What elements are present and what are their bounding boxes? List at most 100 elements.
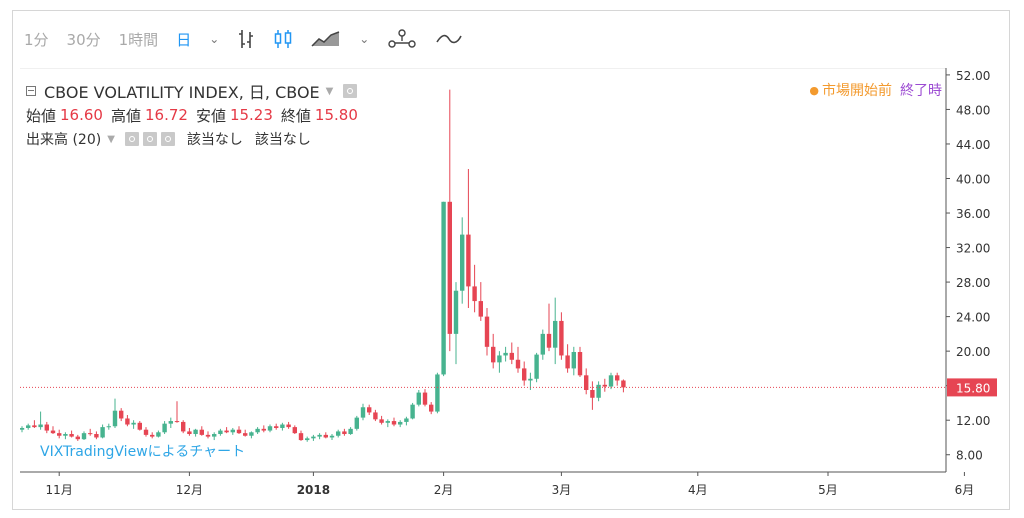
candle-body [32, 425, 37, 428]
candle-body [385, 421, 390, 423]
tradingview-watermark[interactable]: VIXTradingViewによるチャート [40, 444, 246, 460]
candle-body [553, 320, 558, 348]
interval-day-button[interactable]: 日 [176, 30, 192, 49]
candle-body [466, 234, 471, 287]
candle-body [106, 426, 111, 428]
candle-body [94, 434, 99, 438]
candle-body [348, 428, 353, 435]
candle-body [367, 407, 372, 413]
interval-1min-button[interactable]: 1分 [24, 30, 49, 49]
caret-down-icon[interactable]: ▼ [325, 85, 334, 97]
candle-body [137, 422, 142, 430]
candle-body [354, 417, 359, 429]
candle-body [119, 410, 124, 419]
candle-body [398, 421, 403, 425]
caret-down-icon[interactable]: ▼ [107, 133, 115, 145]
close-icon[interactable] [160, 132, 175, 146]
candlestick-chart[interactable]: 8.0012.0016.0020.0024.0028.0032.0036.004… [20, 68, 998, 504]
candle-body [534, 354, 539, 379]
candle-body [193, 429, 198, 435]
candle-body [230, 429, 235, 433]
candle-body [267, 426, 273, 431]
candle-body [100, 427, 105, 438]
candle-body [515, 359, 521, 369]
y-tick-label: 20.00 [956, 345, 990, 359]
chart-toolbar: 1分 30分 1時間 日 ⌄ ⌄ [24, 24, 481, 54]
candle-body [329, 435, 335, 438]
close-value: 15.80 [314, 106, 358, 124]
candle-body [156, 432, 161, 437]
candle-body [571, 352, 576, 369]
candle-body [218, 430, 223, 435]
candle-body [621, 380, 626, 388]
candle-body [286, 424, 291, 428]
y-tick-label: 36.00 [956, 207, 990, 221]
chart-frame [12, 10, 1010, 510]
y-tick-label: 44.00 [956, 138, 990, 152]
candle-body [323, 434, 328, 438]
candle-body [150, 434, 155, 437]
bar-chart-icon[interactable] [237, 28, 255, 50]
candle-body [497, 355, 502, 363]
area-chart-icon[interactable] [311, 29, 341, 49]
line-compare-icon[interactable] [435, 30, 463, 48]
candle-body [559, 320, 564, 356]
interval-1hour-button[interactable]: 1時間 [118, 30, 159, 49]
candle-body [305, 438, 310, 441]
chevron-down-icon[interactable]: ⌄ [209, 32, 220, 46]
volume-value-2: 該当なし [254, 132, 311, 148]
indicators-icon[interactable] [387, 28, 417, 50]
y-tick-label: 8.00 [956, 449, 983, 463]
candle-body [528, 378, 533, 381]
volume-value-1: 該当なし [186, 132, 243, 148]
y-tick-label: 52.00 [956, 69, 990, 83]
candle-body [429, 404, 434, 412]
candle-body [187, 431, 192, 435]
y-tick-label: 32.00 [956, 242, 990, 256]
low-label: 安値 [195, 106, 226, 125]
candle-body [81, 433, 87, 440]
candle-body [410, 404, 415, 419]
candle-body [460, 234, 465, 291]
session-state-label: 終了時 [900, 83, 942, 99]
candle-body [50, 430, 56, 434]
candle-body [577, 352, 583, 376]
candle-body [243, 433, 248, 436]
candle-body [478, 301, 483, 317]
high-value: 16.72 [144, 106, 188, 124]
candle-body [373, 412, 378, 420]
candlestick-icon[interactable] [273, 28, 293, 50]
candle-body [360, 407, 366, 418]
candle-body [615, 375, 620, 381]
eye-icon[interactable] [343, 84, 358, 98]
candle-body [112, 410, 118, 427]
chevron-down-icon[interactable]: ⌄ [359, 32, 370, 46]
candle-body [280, 424, 285, 428]
candle-body [205, 434, 211, 437]
candle-body [224, 430, 229, 433]
symbol-title: CBOE VOLATILITY INDEX, 日, CBOE [44, 83, 320, 102]
market-status-label: 市場開始前 [822, 83, 892, 99]
status-dot-icon: ● [809, 83, 819, 97]
candle-body [447, 201, 452, 334]
candle-body [249, 432, 254, 436]
gear-icon[interactable] [142, 132, 157, 146]
candle-body [212, 434, 217, 437]
collapse-icon[interactable] [26, 86, 36, 96]
y-tick-label: 48.00 [956, 103, 990, 117]
eye-icon[interactable] [124, 132, 139, 146]
candle-body [181, 421, 186, 432]
y-tick-label: 24.00 [956, 311, 990, 325]
candle-body [608, 375, 614, 387]
candle-body [391, 421, 397, 425]
candle-body [317, 434, 322, 437]
candle-body [540, 333, 545, 355]
candle-body [75, 436, 80, 440]
last-price-badge [947, 378, 997, 397]
candle-body [546, 333, 552, 348]
x-tick-label: 5月 [818, 483, 838, 497]
y-tick-label: 12.00 [956, 414, 990, 428]
interval-30min-button[interactable]: 30分 [66, 30, 101, 49]
candle-body [125, 418, 130, 425]
candle-body [168, 421, 173, 424]
